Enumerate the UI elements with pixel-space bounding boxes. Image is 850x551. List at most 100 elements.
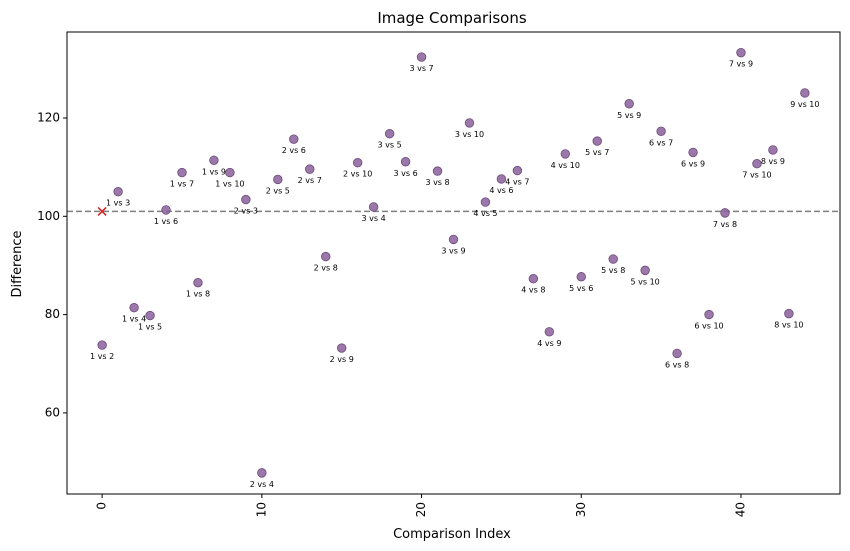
point-label: 7 vs 9: [729, 60, 753, 69]
highlight-marker: [97, 206, 107, 216]
data-point: [241, 194, 251, 205]
point-label: 1 vs 7: [170, 180, 194, 189]
point-label: 2 vs 8: [314, 264, 338, 273]
data-point: [608, 254, 618, 264]
axes: 0 10 20 30 40 60 80 100 120: [37, 111, 747, 518]
y-tick-label: 120: [37, 111, 60, 125]
point-label: 3 vs 9: [441, 246, 465, 255]
point-label: 6 vs 7: [649, 138, 673, 147]
point-label: 5 vs 9: [617, 111, 641, 120]
data-point: [496, 174, 507, 184]
point-label: 1 vs 2: [90, 352, 114, 361]
chart-title: Image Comparisons: [377, 9, 527, 27]
point-label: 4 vs 9: [537, 339, 561, 348]
data-point: [129, 303, 139, 313]
data-point: [209, 155, 219, 165]
data-point: [177, 167, 187, 178]
data-point: [720, 208, 730, 218]
data-point: [145, 310, 155, 321]
data-point: [97, 340, 107, 350]
point-label: 2 vs 7: [298, 176, 322, 185]
data-point: [512, 165, 523, 176]
plot-area: 1 vs 2 1 vs 3 1 vs 41 vs 5 1 vs 6 1 vs 7 1 vs…: [67, 47, 840, 489]
data-point: [544, 327, 555, 337]
y-tick-label: 60: [45, 405, 60, 419]
point-label: 4 vs 6: [489, 186, 513, 195]
point-label: 1 vs 4: [122, 315, 146, 324]
x-tick-label: 40: [733, 502, 747, 517]
point-label: 4 vs 7: [505, 178, 529, 187]
plot-frame: [66, 31, 841, 495]
y-axis-label: Difference: [10, 230, 25, 297]
data-point: [305, 164, 315, 174]
data-point: [480, 197, 491, 207]
data-point: [432, 166, 443, 176]
data-point: [384, 129, 395, 139]
data-point: [592, 136, 602, 146]
data-point: [576, 272, 586, 282]
point-label: 2 vs 5: [266, 186, 290, 195]
point-label: 2 vs 4: [250, 480, 274, 489]
point-label: 3 vs 8: [425, 178, 449, 187]
point-label: 3 vs 10: [455, 130, 484, 139]
x-tick-label: 30: [574, 502, 588, 517]
point-label: 3 vs 7: [409, 64, 433, 73]
point-label: 8 vs 9: [761, 157, 785, 166]
data-point: [273, 174, 283, 185]
data-point: [800, 88, 810, 98]
point-label: 4 vs 10: [551, 161, 580, 170]
data-point: [257, 468, 267, 478]
data-point: [368, 202, 379, 212]
data-point: [672, 348, 682, 359]
data-point: [448, 234, 459, 245]
x-tick-label: 0: [95, 502, 109, 510]
data-point: [416, 52, 427, 62]
data-point: [161, 205, 171, 215]
data-point: [321, 251, 331, 262]
point-label: 1 vs 9: [202, 167, 226, 176]
y-tick-label: 100: [37, 209, 60, 223]
y-tick-label: 80: [45, 307, 60, 321]
point-label: 1 vs 3: [106, 199, 130, 208]
point-label: 2 vs 3: [234, 207, 258, 216]
data-point: [624, 99, 634, 109]
data-point: [225, 167, 235, 178]
point-label: 5 vs 6: [569, 284, 593, 293]
data-point: [704, 309, 714, 320]
point-label: 7 vs 8: [713, 220, 737, 229]
point-label: 8 vs 10: [774, 321, 803, 330]
data-point: [560, 149, 570, 159]
point-label: 3 vs 5: [378, 141, 402, 150]
data-point: [113, 187, 123, 197]
x-tick-label: 20: [414, 502, 428, 517]
data-point: [193, 277, 203, 288]
point-label: 1 vs 6: [154, 217, 178, 226]
data-point: [656, 126, 666, 136]
data-point: [784, 308, 794, 319]
data-point: [337, 343, 347, 353]
point-label: 4 vs 8: [521, 286, 545, 295]
data-point: [289, 134, 299, 144]
point-label: 5 vs 8: [601, 266, 625, 275]
point-label: 1 vs 10: [215, 180, 244, 189]
data-point: [464, 118, 475, 128]
data-point: [688, 147, 698, 158]
point-label: 5 vs 7: [585, 148, 609, 157]
data-point: [352, 158, 363, 168]
data-point: [768, 145, 778, 155]
point-label: 5 vs 10: [631, 277, 660, 286]
point-label: 7 vs 10: [742, 171, 771, 180]
data-point: [752, 159, 762, 169]
point-label: 6 vs 9: [681, 159, 705, 168]
point-label: 4 vs 5: [473, 209, 497, 218]
highlight-stroke: [97, 206, 107, 216]
x-tick-label: 10: [254, 502, 268, 517]
x-axis-label: Comparison Index: [393, 527, 511, 542]
data-point: [528, 274, 539, 284]
data-point: [736, 47, 746, 58]
data-point: [640, 265, 650, 276]
point-label: 1 vs 8: [186, 290, 210, 299]
point-label: 2 vs 10: [343, 170, 372, 179]
point-label: 9 vs 10: [790, 100, 819, 109]
